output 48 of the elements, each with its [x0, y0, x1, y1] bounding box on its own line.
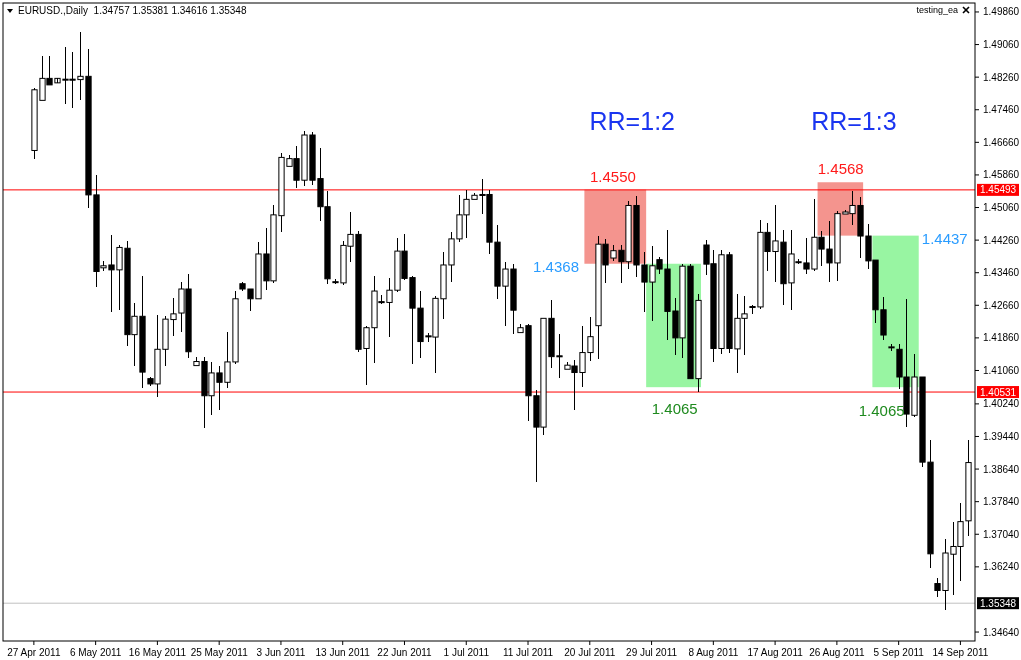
y-tick-label: 1.37840	[983, 496, 1020, 508]
x-tick-label: 16 May 2011	[128, 647, 187, 658]
y-tick-label: 1.47460	[983, 104, 1020, 116]
annotation: 1.4065	[858, 402, 905, 419]
x-tick-label: 14 Sep 2011	[932, 647, 989, 658]
x-tick-label: 13 Jun 2011	[315, 647, 371, 658]
annotation: 1.4065	[651, 400, 698, 417]
y-tick-label: 1.38640	[983, 463, 1020, 475]
annotation: testing_ea	[916, 5, 958, 15]
ref-line-label: 1.45493	[980, 184, 1017, 196]
x-tick-label: 27 Apr 2011	[7, 647, 61, 658]
y-tick-label: 1.36240	[983, 561, 1020, 573]
x-tick-label: 8 Aug 2011	[688, 647, 739, 658]
y-tick-label: 1.43460	[983, 267, 1020, 279]
y-tick-label: 1.44260	[983, 234, 1020, 246]
annotation: 1.4437	[921, 230, 968, 247]
y-tick-label: 1.49860	[983, 6, 1020, 18]
y-tick-label: 1.45060	[983, 202, 1020, 214]
x-tick-label: 3 Jun 2011	[256, 647, 306, 658]
x-tick-label: 25 May 2011	[190, 647, 249, 658]
x-tick-label: 29 Jul 2011	[626, 647, 678, 658]
ref-line-label: 1.35348	[980, 597, 1017, 609]
x-tick-label: 1 Jul 2011	[443, 647, 490, 658]
x-tick-label: 20 Jul 2011	[564, 647, 616, 658]
annotation: 1.4568	[817, 160, 864, 177]
y-tick-label: 1.37040	[983, 528, 1020, 540]
y-tick-label: 1.46660	[983, 136, 1020, 148]
x-tick-label: 6 May 2011	[69, 647, 122, 658]
annotation: 1.4368	[533, 258, 579, 275]
y-tick-label: 1.48260	[983, 71, 1020, 83]
annotation: RR=1:3	[811, 107, 897, 135]
x-tick-label: 11 Jul 2011	[502, 647, 554, 658]
x-tick-label: 5 Sep 2011	[873, 647, 925, 658]
x-tick-label: 17 Aug 2011	[747, 647, 804, 658]
annotation: RR=1:2	[589, 107, 675, 135]
annotation: 1.4550	[590, 168, 636, 185]
y-tick-label: 1.49060	[983, 39, 1020, 51]
y-tick-label: 1.39440	[983, 430, 1020, 442]
ref-line-label: 1.40531	[980, 386, 1017, 398]
y-tick-label: 1.41060	[983, 364, 1020, 376]
y-tick-label: 1.41860	[983, 332, 1020, 344]
x-tick-label: 22 Jun 2011	[377, 647, 433, 658]
y-tick-label: 1.45860	[983, 169, 1020, 181]
chart-title: EURUSD.,Daily 1.34757 1.35381 1.34616 1.35348	[18, 5, 247, 16]
x-tick-label: 26 Aug 2011	[809, 647, 866, 658]
y-tick-label: 1.42660	[983, 299, 1020, 311]
y-tick-label: 1.40240	[983, 398, 1020, 410]
y-tick-label: 1.34640	[983, 626, 1020, 638]
